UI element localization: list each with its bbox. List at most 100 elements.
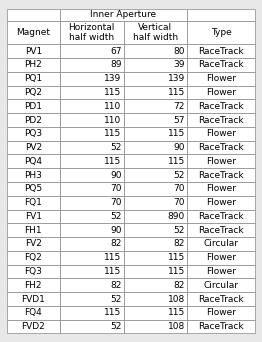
Text: Vertical
half width: Vertical half width: [133, 23, 178, 42]
Bar: [7, 265, 60, 278]
Text: Flower: Flower: [206, 198, 236, 207]
Bar: [7, 141, 60, 155]
Text: 52: 52: [110, 212, 121, 221]
Bar: [187, 100, 255, 113]
Bar: [60, 141, 123, 155]
Bar: [187, 127, 255, 141]
Bar: [187, 251, 255, 265]
Text: RaceTrack: RaceTrack: [198, 116, 244, 124]
Bar: [7, 251, 60, 265]
Bar: [187, 182, 255, 196]
Bar: [60, 9, 187, 21]
Text: 890: 890: [168, 212, 185, 221]
Bar: [123, 72, 187, 86]
Text: PD1: PD1: [24, 102, 42, 111]
Bar: [123, 278, 187, 292]
Text: 108: 108: [168, 322, 185, 331]
Text: 115: 115: [168, 267, 185, 276]
Bar: [187, 196, 255, 210]
Text: Circular: Circular: [204, 281, 239, 290]
Text: PH3: PH3: [24, 171, 42, 180]
Text: 115: 115: [104, 88, 121, 97]
Text: RaceTrack: RaceTrack: [198, 61, 244, 69]
Bar: [123, 113, 187, 127]
Bar: [187, 265, 255, 278]
Text: FVD1: FVD1: [21, 294, 45, 304]
Text: RaceTrack: RaceTrack: [198, 47, 244, 56]
Text: FV2: FV2: [25, 239, 42, 248]
Text: PH2: PH2: [24, 61, 42, 69]
Bar: [123, 168, 187, 182]
Text: Flower: Flower: [206, 157, 236, 166]
Bar: [7, 278, 60, 292]
Text: Horizontal
half width: Horizontal half width: [69, 23, 115, 42]
Text: 70: 70: [173, 198, 185, 207]
Text: 72: 72: [173, 102, 185, 111]
Bar: [187, 21, 255, 44]
Text: FQ4: FQ4: [24, 308, 42, 317]
Text: PQ2: PQ2: [24, 88, 42, 97]
Bar: [60, 127, 123, 141]
Bar: [187, 320, 255, 333]
Text: Magnet: Magnet: [16, 28, 50, 37]
Text: 57: 57: [173, 116, 185, 124]
Bar: [187, 210, 255, 223]
Bar: [7, 44, 60, 58]
Bar: [187, 44, 255, 58]
Text: 110: 110: [104, 102, 121, 111]
Bar: [60, 86, 123, 100]
Bar: [7, 320, 60, 333]
Bar: [7, 58, 60, 72]
Bar: [7, 210, 60, 223]
Bar: [187, 58, 255, 72]
Text: 52: 52: [110, 322, 121, 331]
Text: 67: 67: [110, 47, 121, 56]
Text: RaceTrack: RaceTrack: [198, 143, 244, 152]
Text: PQ3: PQ3: [24, 129, 42, 138]
Bar: [7, 196, 60, 210]
Text: 115: 115: [168, 157, 185, 166]
Bar: [187, 278, 255, 292]
Text: 80: 80: [173, 47, 185, 56]
Text: PV2: PV2: [25, 143, 42, 152]
Bar: [7, 21, 60, 44]
Text: FH2: FH2: [25, 281, 42, 290]
Bar: [60, 320, 123, 333]
Text: 139: 139: [104, 74, 121, 83]
Bar: [60, 155, 123, 168]
Text: FV1: FV1: [25, 212, 42, 221]
Bar: [7, 86, 60, 100]
Text: 52: 52: [110, 294, 121, 304]
Bar: [7, 182, 60, 196]
Text: 70: 70: [173, 184, 185, 193]
Bar: [60, 237, 123, 251]
Text: 52: 52: [173, 226, 185, 235]
Bar: [7, 100, 60, 113]
Bar: [123, 127, 187, 141]
Bar: [187, 141, 255, 155]
Bar: [187, 292, 255, 306]
Bar: [187, 168, 255, 182]
Bar: [60, 58, 123, 72]
Text: RaceTrack: RaceTrack: [198, 322, 244, 331]
Text: RaceTrack: RaceTrack: [198, 171, 244, 180]
Text: FQ1: FQ1: [24, 198, 42, 207]
Bar: [123, 58, 187, 72]
Bar: [187, 113, 255, 127]
Bar: [187, 306, 255, 320]
Bar: [123, 21, 187, 44]
Bar: [60, 210, 123, 223]
Bar: [60, 306, 123, 320]
Text: 115: 115: [104, 157, 121, 166]
Text: FVD2: FVD2: [21, 322, 45, 331]
Bar: [7, 113, 60, 127]
Bar: [60, 265, 123, 278]
Bar: [7, 223, 60, 237]
Bar: [123, 100, 187, 113]
Bar: [187, 72, 255, 86]
Bar: [7, 155, 60, 168]
Text: 115: 115: [104, 253, 121, 262]
Text: 70: 70: [110, 198, 121, 207]
Bar: [60, 196, 123, 210]
Text: Flower: Flower: [206, 267, 236, 276]
